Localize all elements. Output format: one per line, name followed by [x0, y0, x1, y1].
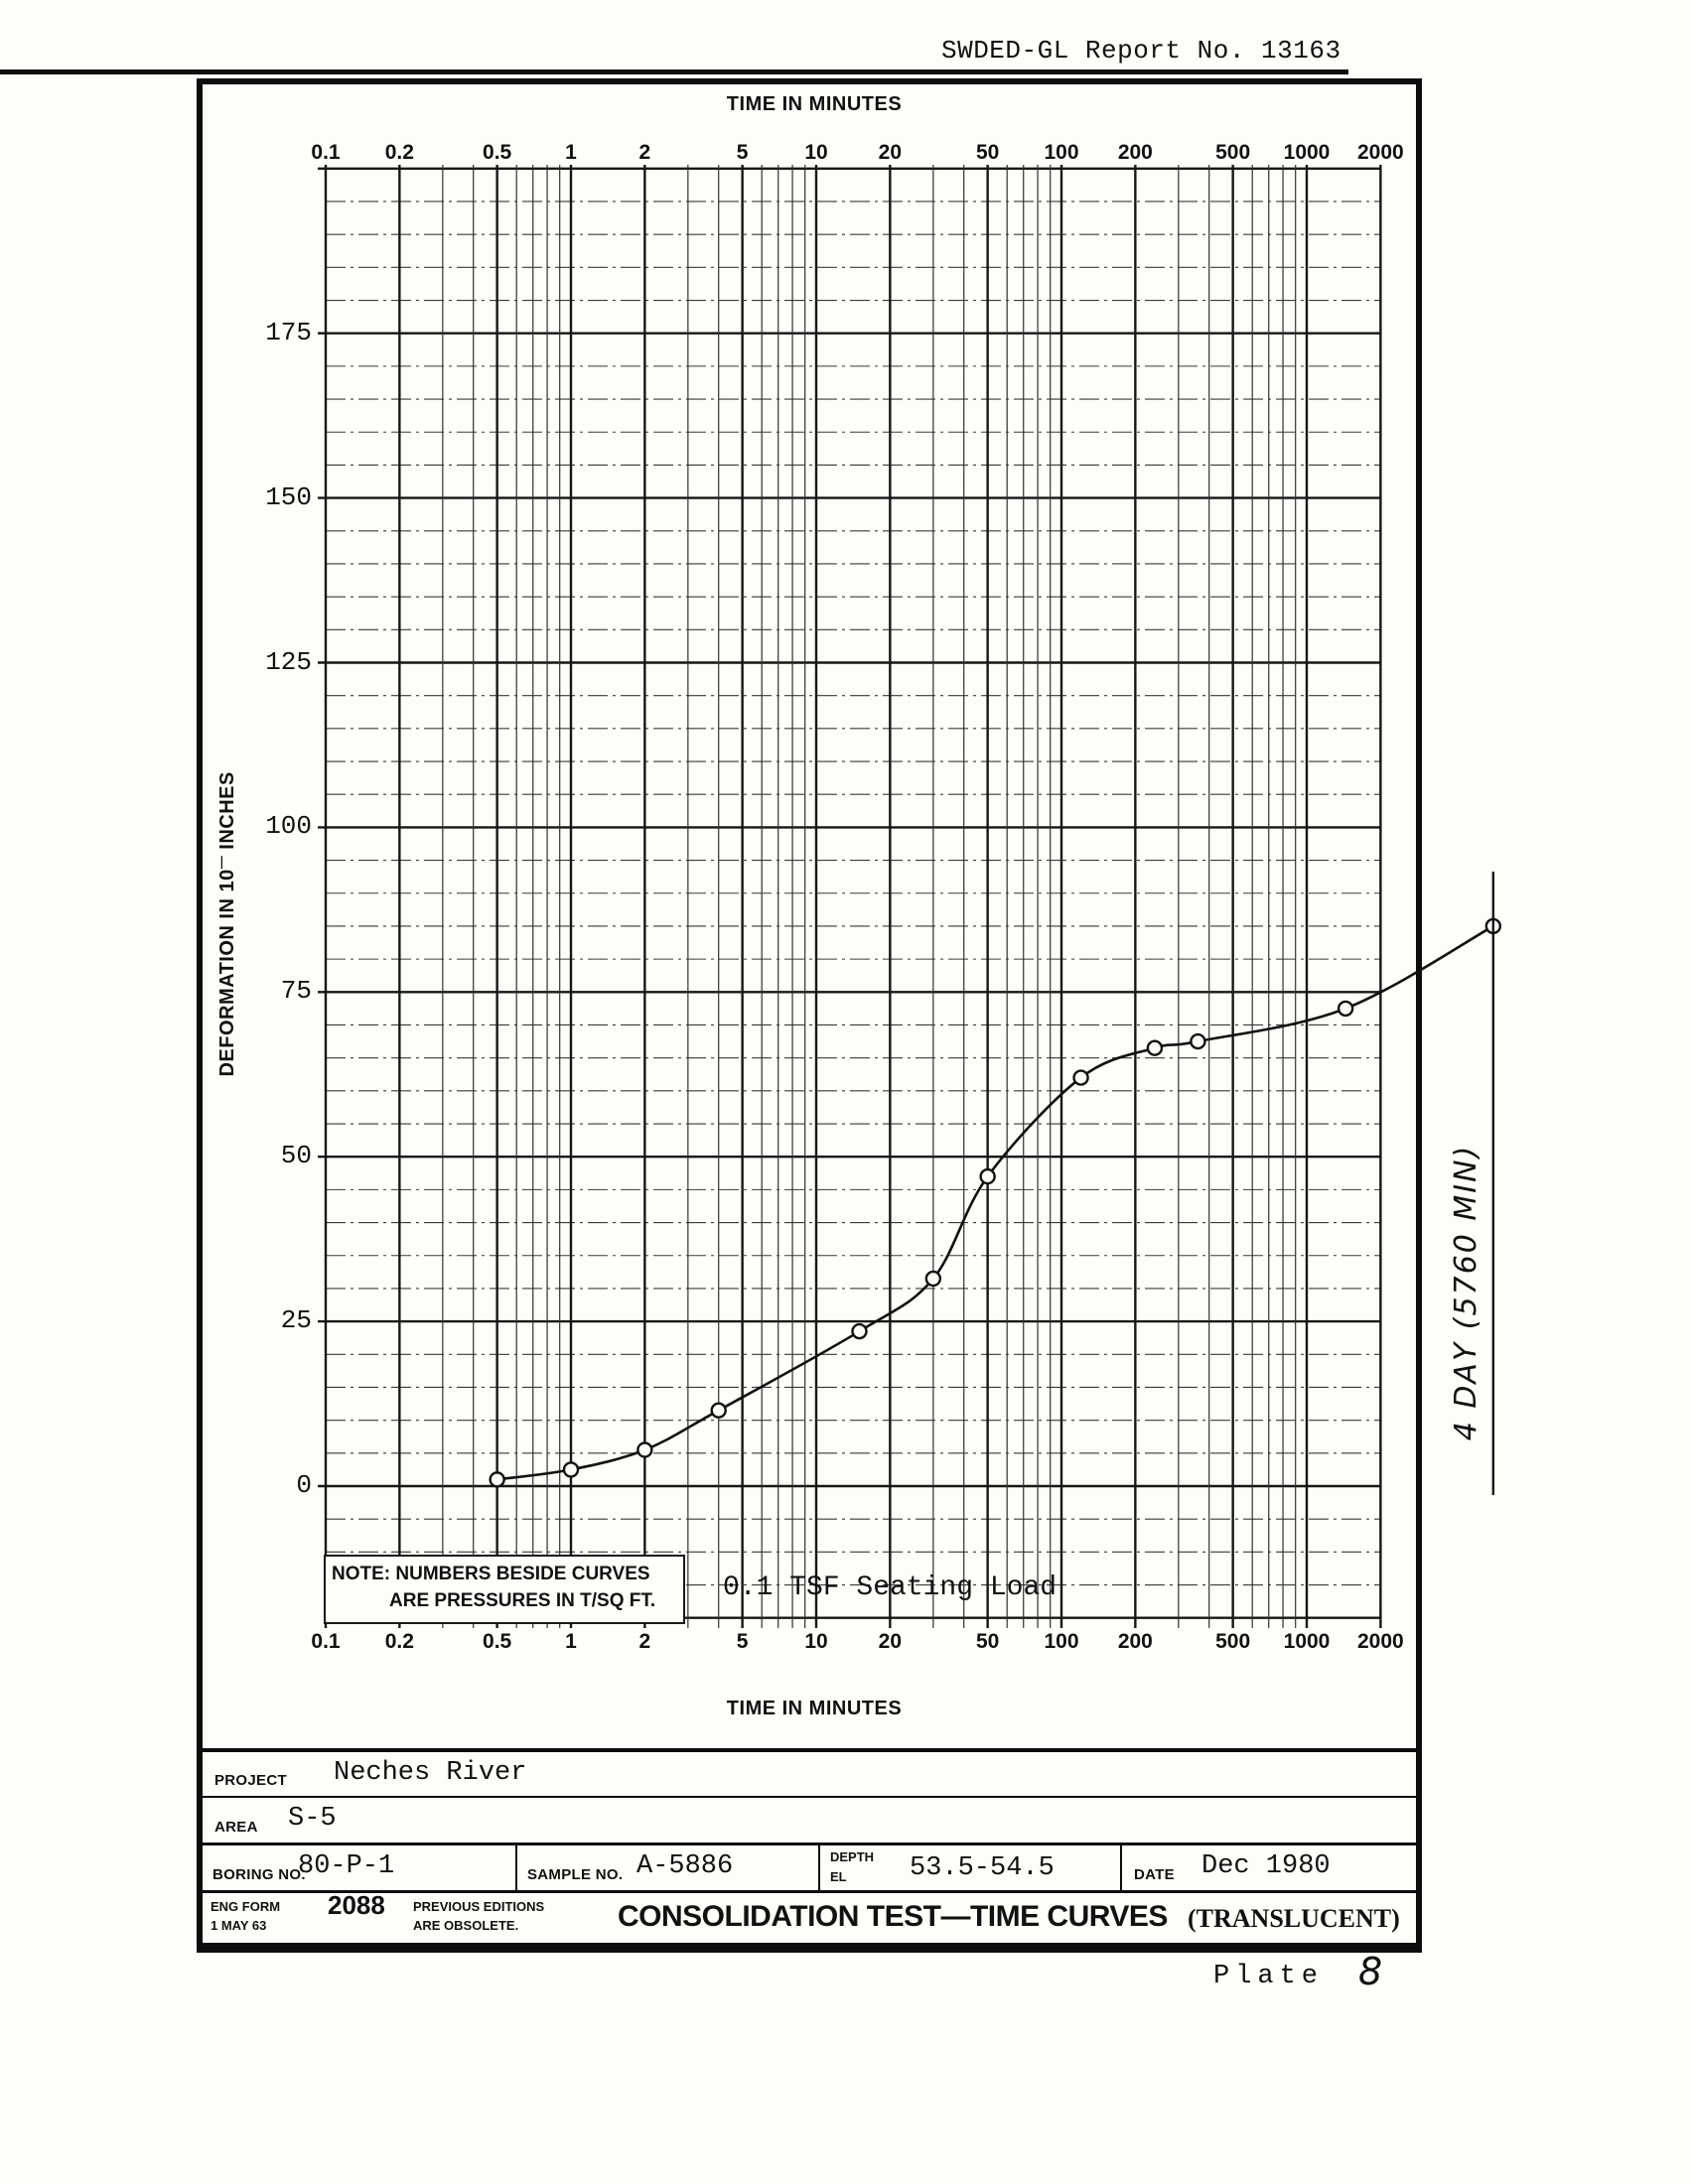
x-axis-tick-label: 0.1	[311, 141, 341, 164]
translucent-note: (TRANSLUCENT)	[1188, 1904, 1400, 1933]
y-axis-tick-label: 150	[265, 481, 312, 512]
data-point	[1190, 1032, 1206, 1050]
title-block-row-boring: BORING NO. 80-P-1 SAMPLE NO. A-5886 DEPT…	[203, 1843, 1416, 1890]
x-axis-tick-label: 0.5	[483, 1630, 512, 1653]
form-name: ENG FORM	[211, 1899, 281, 1914]
x-axis-tick-label: 1	[565, 141, 577, 164]
title-block-row-area: AREA S-5	[203, 1796, 1416, 1843]
x-axis-tick-label: 0.2	[384, 141, 414, 164]
y-axis-tick-label: 175	[265, 317, 312, 347]
data-point	[924, 1270, 942, 1288]
data-point	[489, 1471, 505, 1488]
x-axis-tick-label: 1000	[1283, 141, 1331, 164]
grid-horizontal-lines	[318, 167, 1381, 1619]
data-point	[1146, 1039, 1164, 1056]
y-axis-title-exponent: —	[213, 855, 229, 870]
data-point	[710, 1402, 727, 1419]
depth-label-line1: DEPTH	[830, 1849, 875, 1864]
x-axis-title-top: TIME IN MINUTES	[726, 93, 903, 115]
depth-value: 53.5-54.5	[910, 1853, 1055, 1883]
boring-cell: BORING NO. 80-P-1	[203, 1845, 515, 1890]
data-point	[851, 1322, 868, 1340]
note-line-1: NOTE: NUMBERS BESIDE CURVES	[332, 1564, 650, 1584]
sample-value: A-5886	[636, 1851, 734, 1881]
x-axis-tick-label: 0.5	[483, 141, 512, 164]
chart-frame	[197, 78, 1422, 1953]
x-axis-tick-label: 200	[1117, 1630, 1153, 1653]
data-point	[1072, 1069, 1089, 1086]
note-box: NOTE: NUMBERS BESIDE CURVES ARE PRESSURE…	[324, 1555, 685, 1624]
x-axis-tick-label: 10	[804, 141, 828, 164]
sample-cell: SAMPLE NO. A-5886	[515, 1845, 820, 1890]
x-axis-tick-label: 200	[1117, 141, 1153, 164]
boring-value: 80-P-1	[298, 1851, 395, 1881]
depth-cell: DEPTH EL 53.5-54.5	[818, 1845, 1122, 1890]
title-block-row-project: PROJECT Neches River	[203, 1752, 1416, 1796]
form-date: 1 MAY 63	[211, 1918, 267, 1933]
header-underline	[0, 69, 1348, 74]
data-point	[562, 1461, 580, 1478]
x-axis-tick-label: 50	[975, 1630, 1000, 1653]
title-block: PROJECT Neches River AREA S-5 BORING NO.…	[203, 1748, 1416, 1940]
plate-label: Plate	[1213, 1962, 1325, 1991]
boring-label: BORING NO.	[212, 1866, 306, 1883]
grid-vertical-lines	[324, 165, 1382, 1628]
area-value: S-5	[288, 1804, 337, 1834]
y-axis-tick-label: 0	[296, 1470, 312, 1500]
x-axis-tick-label: 0.1	[311, 1630, 341, 1653]
x-axis-tick-label: 0.2	[384, 1630, 414, 1653]
x-axis-tick-label: 2000	[1356, 1630, 1404, 1653]
date-value: Dec 1980	[1201, 1851, 1331, 1881]
x-axis-tick-label: 2	[638, 141, 651, 164]
x-axis-tick-label: 100	[1044, 141, 1079, 164]
report-number: SWDED-GL Report No. 13163	[941, 36, 1341, 66]
sample-label: SAMPLE NO.	[527, 1866, 624, 1883]
x-axis-tick-label: 100	[1044, 1630, 1079, 1653]
data-points	[489, 917, 1502, 1488]
x-axis-tick-label: 1	[565, 1630, 577, 1653]
y-axis-tick-label: 75	[280, 976, 312, 1007]
x-axis-tick-label: 2000	[1356, 141, 1404, 164]
x-axis-tick-label: 20	[878, 141, 903, 164]
y-axis-tick-label: 50	[280, 1141, 312, 1171]
title-block-row-form: ENG FORM 1 MAY 63 2088 PREVIOUS EDITIONS…	[203, 1890, 1416, 1940]
project-value: Neches River	[334, 1758, 527, 1788]
data-point	[979, 1167, 996, 1185]
date-label: DATE	[1134, 1866, 1175, 1883]
x-axis-tick-label: 5	[736, 141, 749, 164]
x-axis-tick-label: 10	[804, 1630, 828, 1653]
x-axis-tick-label: 5	[736, 1630, 749, 1653]
curve-pressure-label: 0.1 TSF Seating Load	[723, 1572, 1058, 1603]
y-axis-tick-label: 125	[265, 646, 312, 677]
y-axis-title-prefix: DEFORMATION IN 10	[215, 869, 238, 1077]
obsolete-line1: PREVIOUS EDITIONS	[413, 1899, 545, 1914]
area-label: AREA	[214, 1819, 258, 1836]
x-axis-tick-label: 50	[975, 141, 1000, 164]
y-axis-tick-label: 25	[280, 1305, 312, 1336]
x-axis-tick-label: 1000	[1283, 1630, 1331, 1653]
date-cell: DATE Dec 1980	[1120, 1845, 1418, 1890]
project-label: PROJECT	[214, 1772, 287, 1789]
note-line-2: ARE PRESSURES IN T/SQ FT.	[389, 1590, 656, 1611]
x-axis-tick-label: 2	[638, 1630, 651, 1653]
obsolete-line2: ARE OBSOLETE.	[413, 1918, 519, 1933]
plate-number: 8	[1358, 1950, 1383, 1993]
x-axis-tick-label: 20	[878, 1630, 903, 1653]
data-point	[1337, 1000, 1354, 1018]
x-axis-tick-label: 500	[1215, 1630, 1251, 1653]
x-axis-title-bottom: TIME IN MINUTES	[726, 1698, 903, 1719]
y-axis-title: DEFORMATION IN 10— INCHES	[213, 726, 239, 1123]
four-day-label: 4 DAY (5760 MIN)	[1449, 1144, 1483, 1441]
depth-label-line2: EL	[830, 1869, 847, 1884]
x-axis-tick-label: 500	[1215, 141, 1251, 164]
form-title: CONSOLIDATION TEST—TIME CURVES	[618, 1900, 1168, 1933]
y-axis-tick-label: 100	[265, 811, 312, 842]
data-point	[636, 1441, 653, 1458]
form-number: 2088	[328, 1890, 385, 1920]
